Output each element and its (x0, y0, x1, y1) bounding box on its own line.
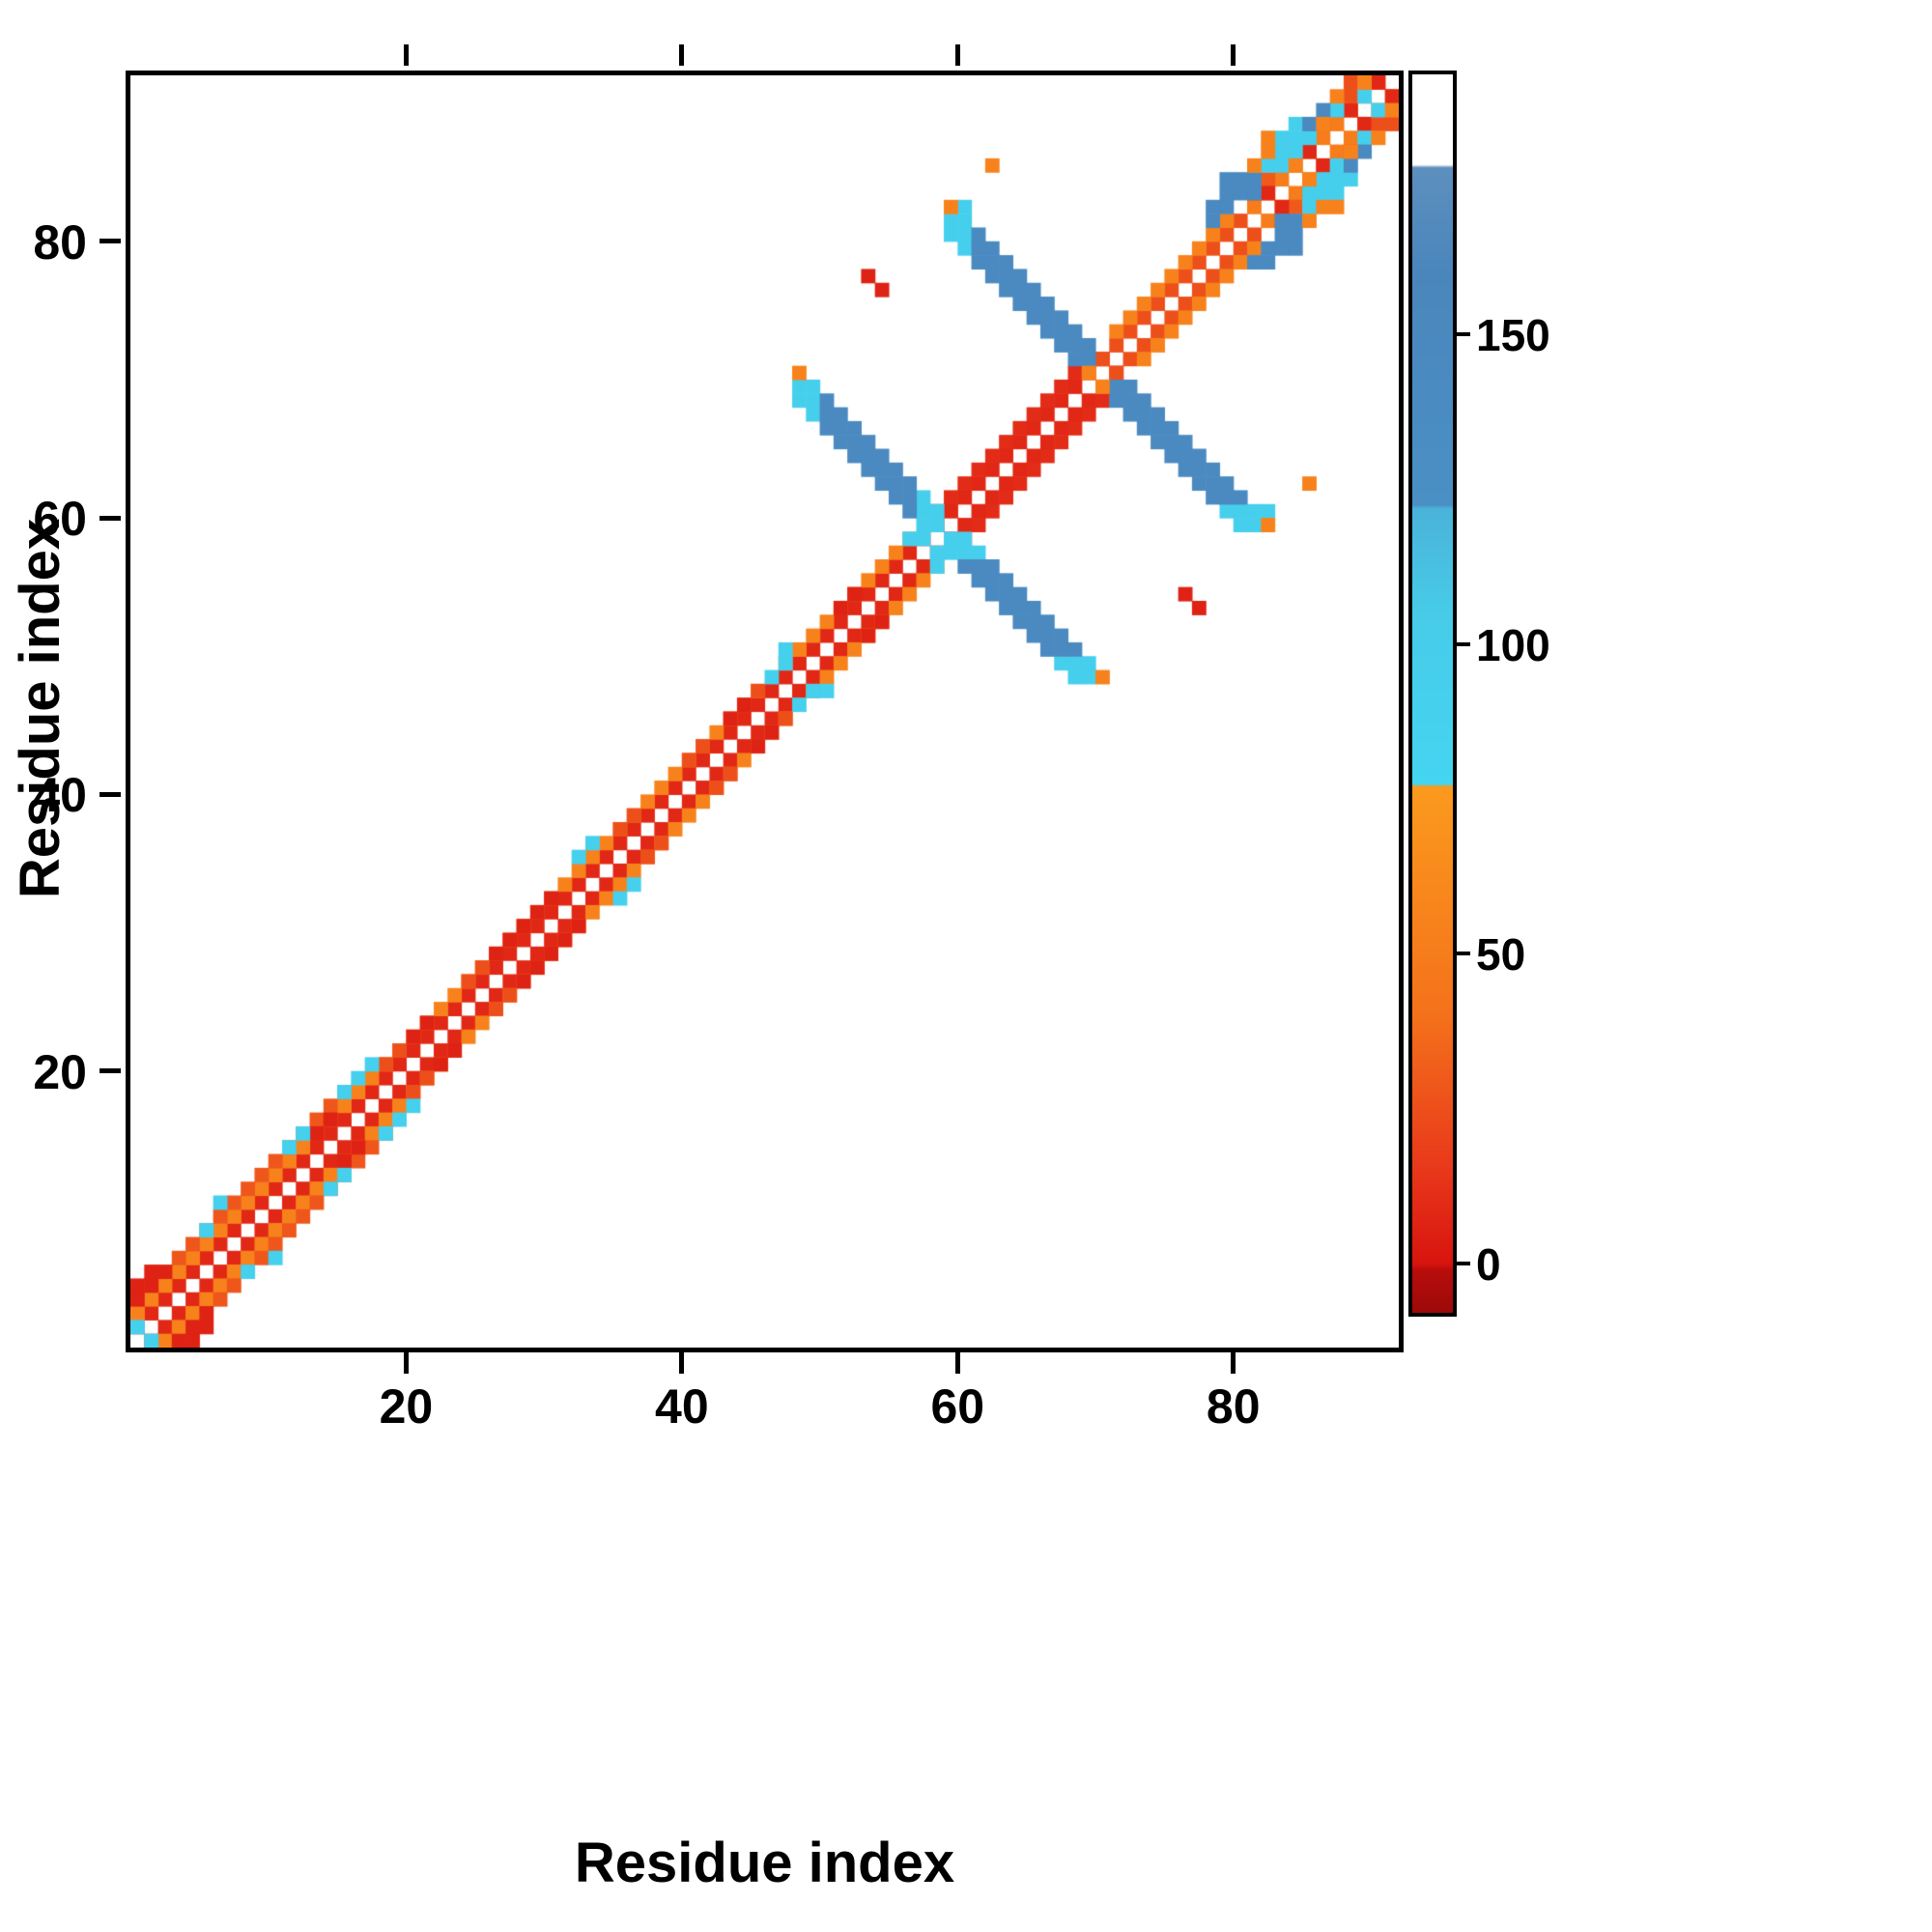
x-tick-label: 80 (1206, 1379, 1261, 1434)
x-tick-mark (1231, 1352, 1236, 1374)
colorbar-tick-mark (1457, 952, 1470, 956)
x-tick-mark-top (954, 44, 960, 66)
y-tick-mark (99, 239, 121, 244)
x-tick-mark-top (1231, 44, 1236, 66)
colorbar-tick-label: 0 (1476, 1238, 1501, 1290)
y-tick-label: 80 (33, 214, 87, 270)
x-tick-mark (679, 1352, 685, 1374)
y-tick-label: 60 (33, 492, 87, 547)
colorbar-tick-mark (1457, 332, 1470, 337)
x-tick-mark-top (403, 44, 409, 66)
x-tick-label: 60 (930, 1379, 985, 1434)
x-tick-label: 20 (379, 1379, 434, 1434)
plot-area (126, 71, 1404, 1352)
x-tick-label: 40 (655, 1379, 709, 1434)
x-tick-mark (954, 1352, 960, 1374)
x-tick-mark-top (679, 44, 685, 66)
colorbar-tick-label: 150 (1476, 310, 1550, 361)
colorbar-canvas (1412, 74, 1453, 1313)
y-tick-mark (99, 1068, 121, 1074)
y-tick-label: 20 (33, 1044, 87, 1099)
heatmap-canvas (130, 75, 1399, 1348)
y-tick-mark (99, 515, 121, 521)
y-tick-label: 40 (33, 768, 87, 823)
colorbar-tick-mark (1457, 1261, 1470, 1265)
x-axis-label: Residue index (574, 1832, 955, 1894)
x-tick-mark (403, 1352, 409, 1374)
colorbar (1408, 71, 1457, 1317)
y-tick-mark (99, 791, 121, 797)
colorbar-tick-mark (1457, 641, 1470, 646)
colorbar-tick-label: 100 (1476, 619, 1550, 670)
colorbar-tick-label: 50 (1476, 929, 1526, 980)
